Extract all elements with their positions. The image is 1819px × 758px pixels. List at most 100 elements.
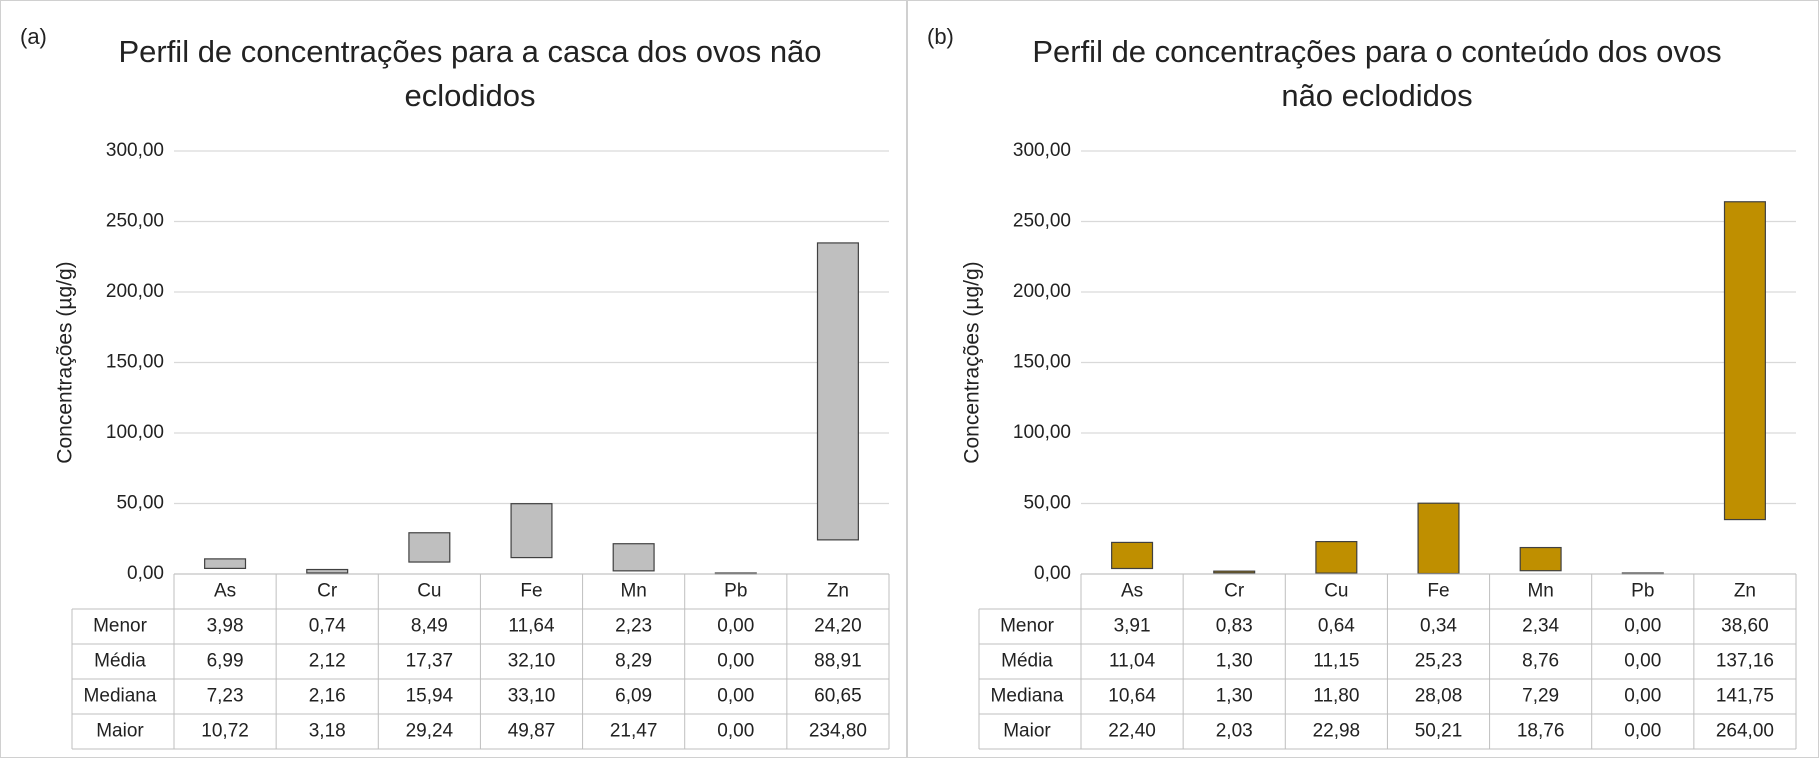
table-cell: 32,10 xyxy=(508,651,556,672)
bar xyxy=(612,543,655,572)
y-tick-label: 300,00 xyxy=(106,140,164,161)
table-cell: 137,16 xyxy=(1716,651,1774,672)
table-cell: 2,23 xyxy=(615,616,652,637)
panel-label: (a) xyxy=(20,24,47,49)
x-tick-label: Cu xyxy=(417,581,441,602)
y-tick-label: 150,00 xyxy=(106,352,164,373)
y-tick-label: 0,00 xyxy=(1034,563,1071,584)
x-tick-label: As xyxy=(1121,581,1143,602)
table-cell: 8,49 xyxy=(411,616,448,637)
y-tick-label: 250,00 xyxy=(1013,211,1071,232)
table-cell: 10,64 xyxy=(1108,686,1156,707)
chart-title: Perfil de concentrações para o conteúdo … xyxy=(1032,34,1722,113)
table-cell: 7,23 xyxy=(207,686,244,707)
table-cell: 18,76 xyxy=(1517,721,1565,742)
table-cell: 11,64 xyxy=(508,616,555,637)
y-tick-label: 200,00 xyxy=(1013,281,1071,302)
table-cell: 1,30 xyxy=(1216,651,1253,672)
table-cell: 21,47 xyxy=(610,721,658,742)
table-cell: 2,03 xyxy=(1216,721,1253,742)
x-tick-label: As xyxy=(214,581,236,602)
table-cell: 28,08 xyxy=(1415,686,1463,707)
chart-panel: 0,00 50,00 100,00 150,00 200,00 250,00 300,00 C… xyxy=(0,0,907,758)
bar xyxy=(510,503,553,559)
table-cell: 0,34 xyxy=(1420,616,1457,637)
x-tick-label: Fe xyxy=(1427,581,1449,602)
table-cell: 0,74 xyxy=(309,616,346,637)
table-cell: 6,09 xyxy=(615,686,652,707)
x-tick-label: Cr xyxy=(317,581,338,602)
table-cell: 7,29 xyxy=(1522,686,1559,707)
table-cell: 0,00 xyxy=(1624,616,1661,637)
y-tick-label: 300,00 xyxy=(1013,140,1071,161)
row-label: Mediana xyxy=(991,686,1064,707)
table-cell: 141,75 xyxy=(1716,686,1774,707)
x-tick-label: Mn xyxy=(1527,581,1553,602)
table-cell: 3,91 xyxy=(1114,616,1151,637)
row-label: Média xyxy=(1001,651,1053,672)
table-cell: 15,94 xyxy=(406,686,454,707)
bar xyxy=(1213,570,1256,574)
chart: 0,00 50,00 100,00 150,00 200,00 250,00 300,00 C… xyxy=(0,0,907,758)
table-cell: 11,15 xyxy=(1313,651,1359,672)
y-axis-label: Concentrações (µg/g) xyxy=(961,261,984,463)
table-cell: 2,34 xyxy=(1522,616,1559,637)
table-cell: 0,00 xyxy=(717,651,754,672)
bar xyxy=(1519,546,1562,572)
panel-label: (b) xyxy=(927,24,954,49)
x-tick-label: Fe xyxy=(520,581,542,602)
table-cell: 25,23 xyxy=(1415,651,1463,672)
table-cell: 0,83 xyxy=(1216,616,1253,637)
y-tick-label: 100,00 xyxy=(1013,422,1071,443)
x-tick-label: Mn xyxy=(620,581,646,602)
row-label: Maior xyxy=(1003,721,1051,742)
bar xyxy=(1417,502,1460,575)
row-label: Mediana xyxy=(84,686,157,707)
table-cell: 10,72 xyxy=(201,721,249,742)
table-cell: 6,99 xyxy=(207,651,244,672)
y-tick-label: 200,00 xyxy=(106,281,164,302)
table-cell: 0,64 xyxy=(1318,616,1355,637)
x-tick-label: Zn xyxy=(1734,581,1756,602)
table-cell: 0,00 xyxy=(717,721,754,742)
table-cell: 29,24 xyxy=(406,721,454,742)
row-label: Menor xyxy=(93,616,148,637)
y-axis-label: Concentrações (µg/g) xyxy=(54,261,77,463)
x-tick-label: Cr xyxy=(1224,581,1245,602)
table-cell: 0,00 xyxy=(1624,721,1661,742)
table-cell: 3,98 xyxy=(207,616,244,637)
table-cell: 264,00 xyxy=(1716,721,1774,742)
table-cell: 33,10 xyxy=(508,686,556,707)
chart: 0,00 50,00 100,00 150,00 200,00 250,00 300,00 C… xyxy=(907,0,1819,758)
table-cell: 88,91 xyxy=(814,651,862,672)
x-tick-label: Zn xyxy=(827,581,849,602)
y-tick-label: 50,00 xyxy=(116,493,164,514)
table-cell: 8,76 xyxy=(1522,651,1559,672)
table-cell: 234,80 xyxy=(809,721,867,742)
table-cell: 60,65 xyxy=(814,686,862,707)
bar xyxy=(1723,201,1766,521)
y-tick-label: 100,00 xyxy=(106,422,164,443)
chart-title: Perfil de concentrações para a casca dos… xyxy=(118,34,822,113)
x-tick-label: Pb xyxy=(724,581,747,602)
table-cell: 11,80 xyxy=(1313,686,1359,707)
bar xyxy=(816,242,859,541)
bar xyxy=(1111,541,1154,570)
bar xyxy=(306,568,349,574)
table-cell: 22,40 xyxy=(1108,721,1156,742)
table-cell: 17,37 xyxy=(406,651,454,672)
table-cell: 22,98 xyxy=(1313,721,1361,742)
table-cell: 3,18 xyxy=(309,721,346,742)
row-label: Média xyxy=(94,651,146,672)
table-cell: 50,21 xyxy=(1415,721,1463,742)
chart-panel: 0,00 50,00 100,00 150,00 200,00 250,00 300,00 C… xyxy=(907,0,1819,758)
x-tick-label: Pb xyxy=(1631,581,1654,602)
row-label: Maior xyxy=(96,721,144,742)
table-cell: 38,60 xyxy=(1721,616,1769,637)
table-cell: 11,04 xyxy=(1109,651,1156,672)
bar xyxy=(408,532,451,563)
table-cell: 0,00 xyxy=(717,616,754,637)
table-cell: 0,00 xyxy=(1624,651,1661,672)
y-tick-label: 50,00 xyxy=(1023,493,1071,514)
